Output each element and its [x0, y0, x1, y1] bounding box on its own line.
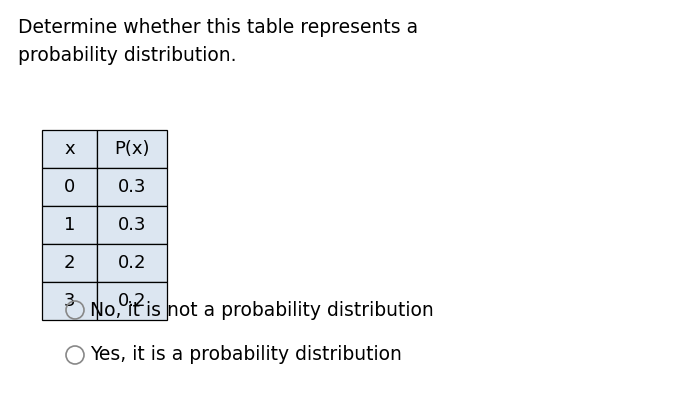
Bar: [97, 168, 167, 206]
Text: probability distribution.: probability distribution.: [18, 46, 237, 65]
Text: No, it is not a probability distribution: No, it is not a probability distribution: [90, 301, 434, 319]
Bar: [42, 244, 97, 282]
Bar: [42, 206, 97, 244]
Text: P(x): P(x): [114, 140, 150, 158]
Text: 3: 3: [64, 292, 76, 310]
Bar: [97, 206, 167, 244]
Bar: [42, 130, 97, 168]
Text: 2: 2: [64, 254, 76, 272]
Text: 0.2: 0.2: [118, 292, 146, 310]
Text: x: x: [64, 140, 75, 158]
Text: Determine whether this table represents a: Determine whether this table represents …: [18, 18, 418, 37]
Bar: [42, 168, 97, 206]
Text: 0: 0: [64, 178, 75, 196]
Text: 0.2: 0.2: [118, 254, 146, 272]
Text: 0.3: 0.3: [118, 178, 146, 196]
Bar: [42, 282, 97, 320]
Bar: [97, 282, 167, 320]
Text: 0.3: 0.3: [118, 216, 146, 234]
Text: 1: 1: [64, 216, 75, 234]
Bar: [97, 244, 167, 282]
Bar: [97, 130, 167, 168]
Text: Yes, it is a probability distribution: Yes, it is a probability distribution: [90, 346, 402, 364]
